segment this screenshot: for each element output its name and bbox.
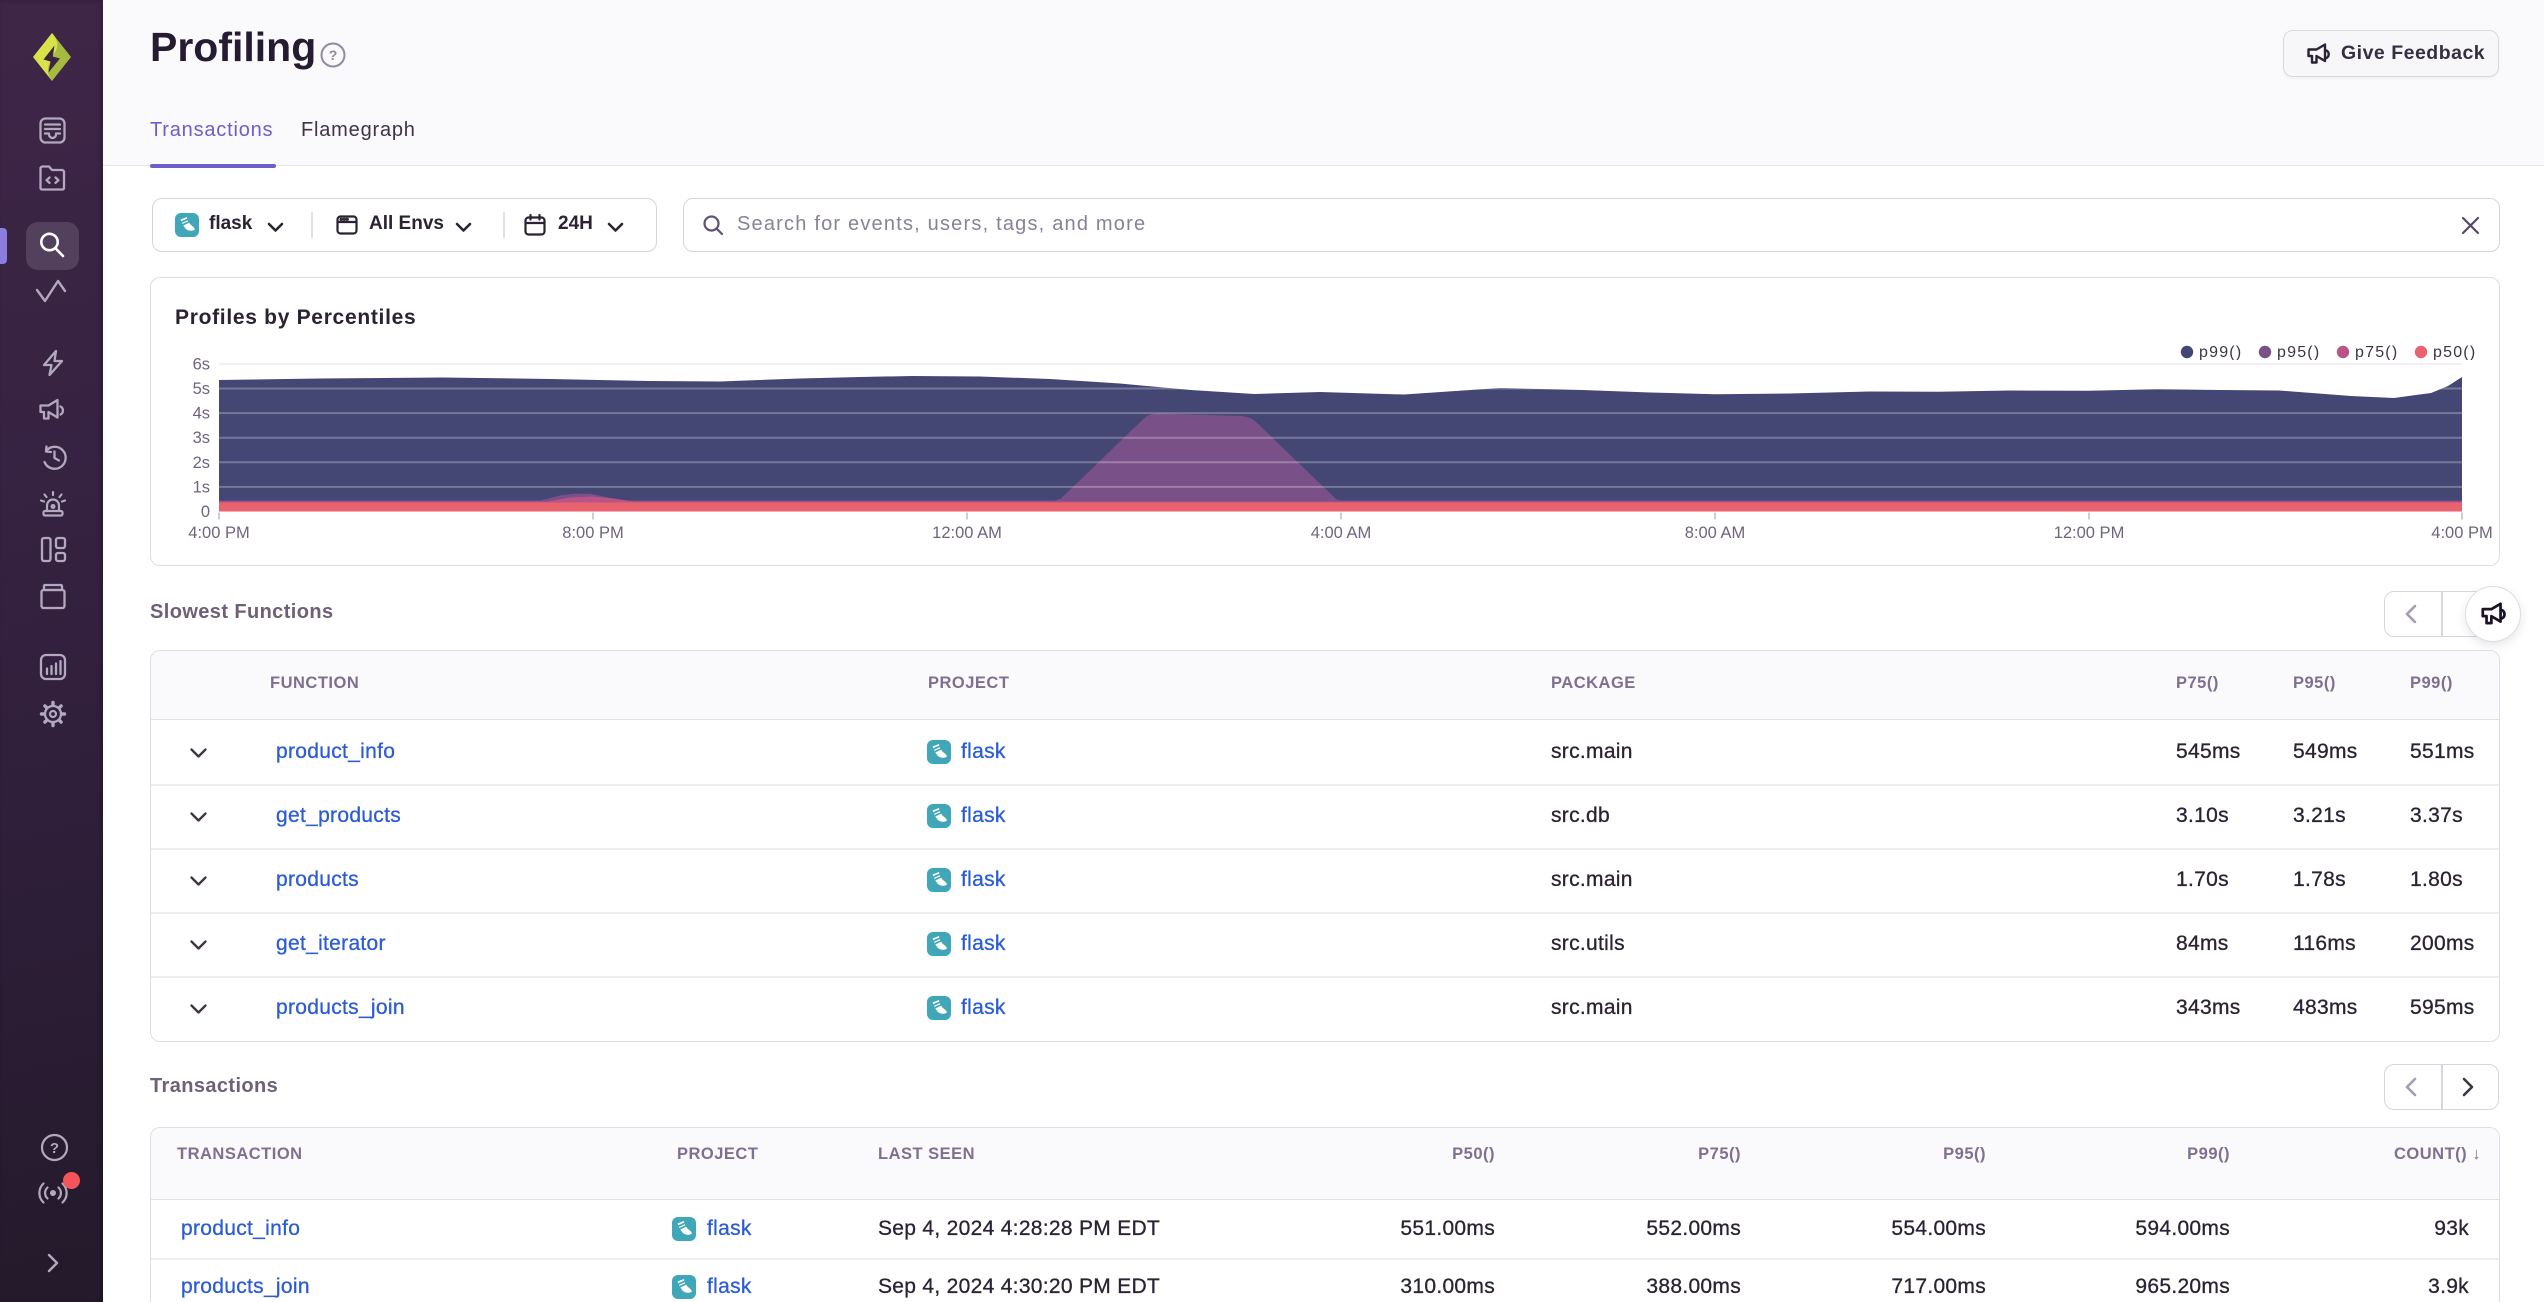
svg-text:5s: 5s [193, 380, 210, 398]
svg-text:1s: 1s [193, 478, 210, 496]
svg-text:4s: 4s [193, 405, 210, 423]
svg-text:?: ? [329, 47, 338, 63]
svg-text:p75(): p75() [2355, 344, 2398, 360]
svg-text:4:00 PM: 4:00 PM [2431, 524, 2492, 542]
svg-text:?: ? [50, 1140, 59, 1157]
svg-text:p99(): p99() [2199, 344, 2242, 360]
svg-text:12:00 AM: 12:00 AM [932, 524, 1002, 542]
svg-text:4:00 AM: 4:00 AM [1311, 524, 1372, 542]
svg-text:0: 0 [201, 503, 210, 521]
svg-text:8:00 AM: 8:00 AM [1685, 524, 1746, 542]
svg-text:12:00 PM: 12:00 PM [2054, 524, 2125, 542]
svg-text:8:00 PM: 8:00 PM [562, 524, 623, 542]
svg-text:p95(): p95() [2277, 344, 2320, 360]
svg-text:p50(): p50() [2433, 344, 2476, 360]
svg-text:3s: 3s [193, 429, 210, 447]
svg-text:2s: 2s [193, 454, 210, 472]
svg-text:4:00 PM: 4:00 PM [188, 524, 249, 542]
svg-text:6s: 6s [193, 355, 210, 373]
